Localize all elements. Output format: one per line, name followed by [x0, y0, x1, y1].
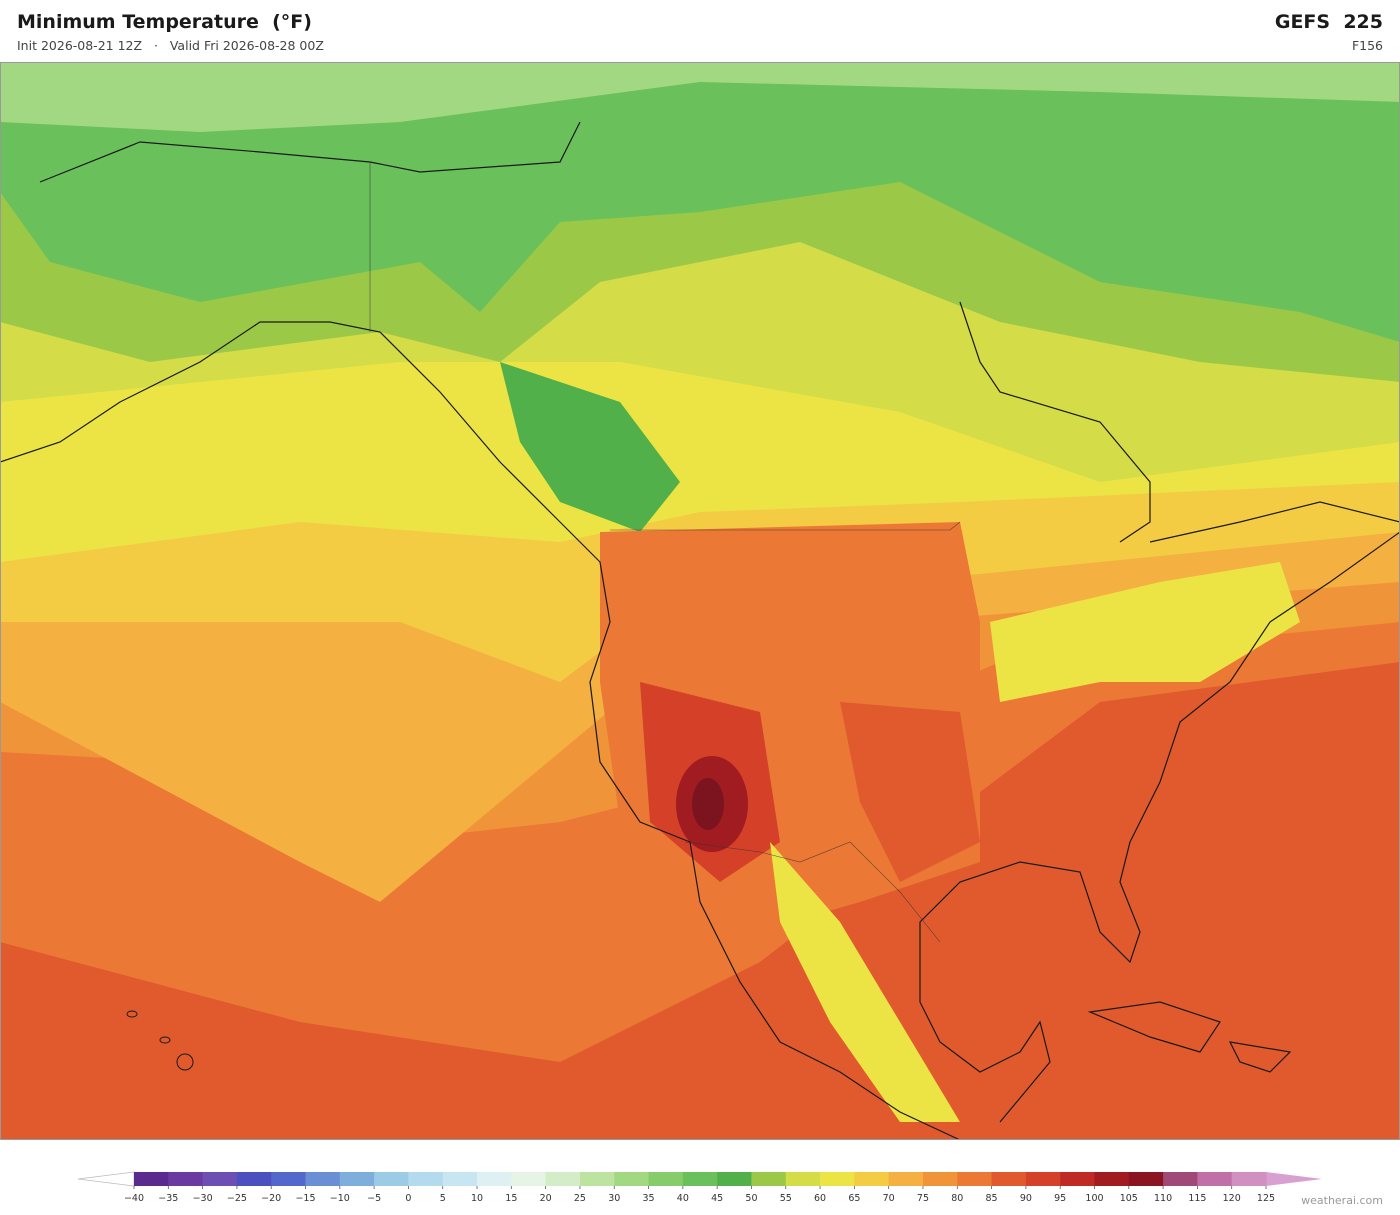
colorbar-segment: [168, 1172, 204, 1186]
colorbar-tick-label: 100: [1085, 1193, 1103, 1204]
colorbar-tick-label: 40: [677, 1193, 689, 1204]
colorbar-tick-label: 95: [1054, 1193, 1066, 1204]
colorbar-segment: [1128, 1172, 1164, 1186]
colorbar-tick-label: 50: [745, 1193, 757, 1204]
colorbar-segment: [922, 1172, 958, 1186]
colorbar-segment: [717, 1172, 752, 1186]
temperature-field: [0, 62, 1400, 132]
temperature-field: [770, 842, 960, 1122]
title: Minimum Temperature (°F): [17, 11, 312, 33]
watermark: weatherai.com: [1301, 1194, 1383, 1207]
colorbar-segment: [511, 1172, 547, 1186]
colorbar-tick-label: 30: [608, 1193, 620, 1204]
colorbar-tick-label: 55: [780, 1193, 792, 1204]
model-label: GEFS 225: [1275, 11, 1383, 33]
colorbar-tick-label: 125: [1257, 1193, 1275, 1204]
colorbar-segment: [1197, 1172, 1233, 1186]
colorbar-tick-label: 75: [917, 1193, 929, 1204]
coastline: [1087, 1001, 1221, 1053]
colorbar-tick-label: 70: [883, 1193, 895, 1204]
colorbar-tick-label: 45: [711, 1193, 723, 1204]
coastline: [919, 531, 1400, 1123]
island: [176, 1053, 194, 1071]
colorbar-segment: [614, 1172, 650, 1186]
border: [610, 521, 961, 531]
colorbar-tick-label: 20: [540, 1193, 552, 1204]
hawaii: [126, 1010, 194, 1071]
colorbar-segment: [408, 1172, 444, 1186]
colorbar: −40 −35 −30 −25 −20 −15 −10 −5 0 5 10 15 20 25 30 35 40 4…: [77, 1171, 1322, 1204]
forecast-hour: F156: [1352, 38, 1383, 53]
borders: [369, 162, 961, 943]
colorbar-segment: [785, 1172, 821, 1186]
colorbar-tick-label: 90: [1020, 1193, 1032, 1204]
colorbar-segment: [271, 1172, 307, 1186]
temperature-field: [990, 562, 1300, 702]
coastline: [0, 321, 961, 1140]
colorbar-segment: [1163, 1172, 1198, 1186]
colorbar-tick-label: 110: [1154, 1193, 1172, 1204]
colorbar-segment: [134, 1172, 169, 1186]
colorbar-segment: [1231, 1172, 1267, 1186]
colorbar-tick-label: 25: [574, 1193, 586, 1204]
colorbar-tick-label: 35: [642, 1193, 654, 1204]
colorbar-segment: [339, 1172, 375, 1186]
island: [126, 1010, 138, 1018]
colorbar-tick-label: 5: [440, 1193, 446, 1204]
colorbar-tick-label: −40: [124, 1193, 144, 1204]
colorbar-tick-label: −25: [227, 1193, 247, 1204]
colorbar-tick-label: 10: [471, 1193, 483, 1204]
colorbar-tick-label: −20: [261, 1193, 281, 1204]
colorbar-segment: [545, 1172, 581, 1186]
island: [159, 1036, 171, 1044]
temperature-field: [840, 702, 980, 882]
colorbar-segment: [888, 1172, 924, 1186]
border: [684, 841, 941, 943]
colorbar-tick-label: −15: [295, 1193, 315, 1204]
colorbar-segment: [579, 1172, 615, 1186]
coastline: [1149, 501, 1400, 543]
colorbar-tick-label: −35: [158, 1193, 178, 1204]
coastline: [1228, 1041, 1292, 1073]
subtitle: Init 2026-08-21 12Z · Valid Fri 2026-08-…: [17, 38, 324, 53]
colorbar-segment: [751, 1172, 787, 1186]
colorbar-tick-label: 120: [1223, 1193, 1241, 1204]
colorbar-tick-label: 15: [505, 1193, 517, 1204]
colorbar-segment: [236, 1172, 272, 1186]
colorbar-tick-label: 105: [1120, 1193, 1138, 1204]
colorbar-tick-label: 80: [951, 1193, 963, 1204]
map: [0, 62, 1400, 1140]
temperature-field: [0, 62, 1400, 342]
colorbar-tick-label: −10: [330, 1193, 350, 1204]
colorbar-segment: [991, 1172, 1027, 1186]
colorbar-segment: [477, 1172, 512, 1186]
colorbar-segment: [202, 1172, 238, 1186]
coastline: [959, 301, 1151, 543]
colorbar-segment: [820, 1172, 855, 1186]
colorbar-tick-label: 65: [848, 1193, 860, 1204]
colorbar-tick-label: 60: [814, 1193, 826, 1204]
colorbar-segment: [374, 1172, 409, 1186]
colorbar-segment: [305, 1172, 341, 1186]
colorbar-segment: [682, 1172, 718, 1186]
temperature-field: [500, 362, 680, 532]
colorbar-segment: [1060, 1172, 1095, 1186]
colorbar-segment: [648, 1172, 684, 1186]
colorbar-tick-label: −30: [193, 1193, 213, 1204]
colorbar-segment: [1025, 1172, 1061, 1186]
colorbar-extend-high: [1266, 1172, 1322, 1186]
colorbar-tick-label: −5: [367, 1193, 381, 1204]
temperature-field: [692, 778, 724, 830]
colorbar-tick-label: 85: [986, 1193, 998, 1204]
colorbar-segment: [957, 1172, 993, 1186]
colorbar-segment: [1094, 1172, 1130, 1186]
colorbar-segment: [854, 1172, 890, 1186]
colorbar-segment: [442, 1172, 478, 1186]
colorbar-tick-label: 0: [405, 1193, 411, 1204]
colorbar-tick-label: 115: [1188, 1193, 1206, 1204]
